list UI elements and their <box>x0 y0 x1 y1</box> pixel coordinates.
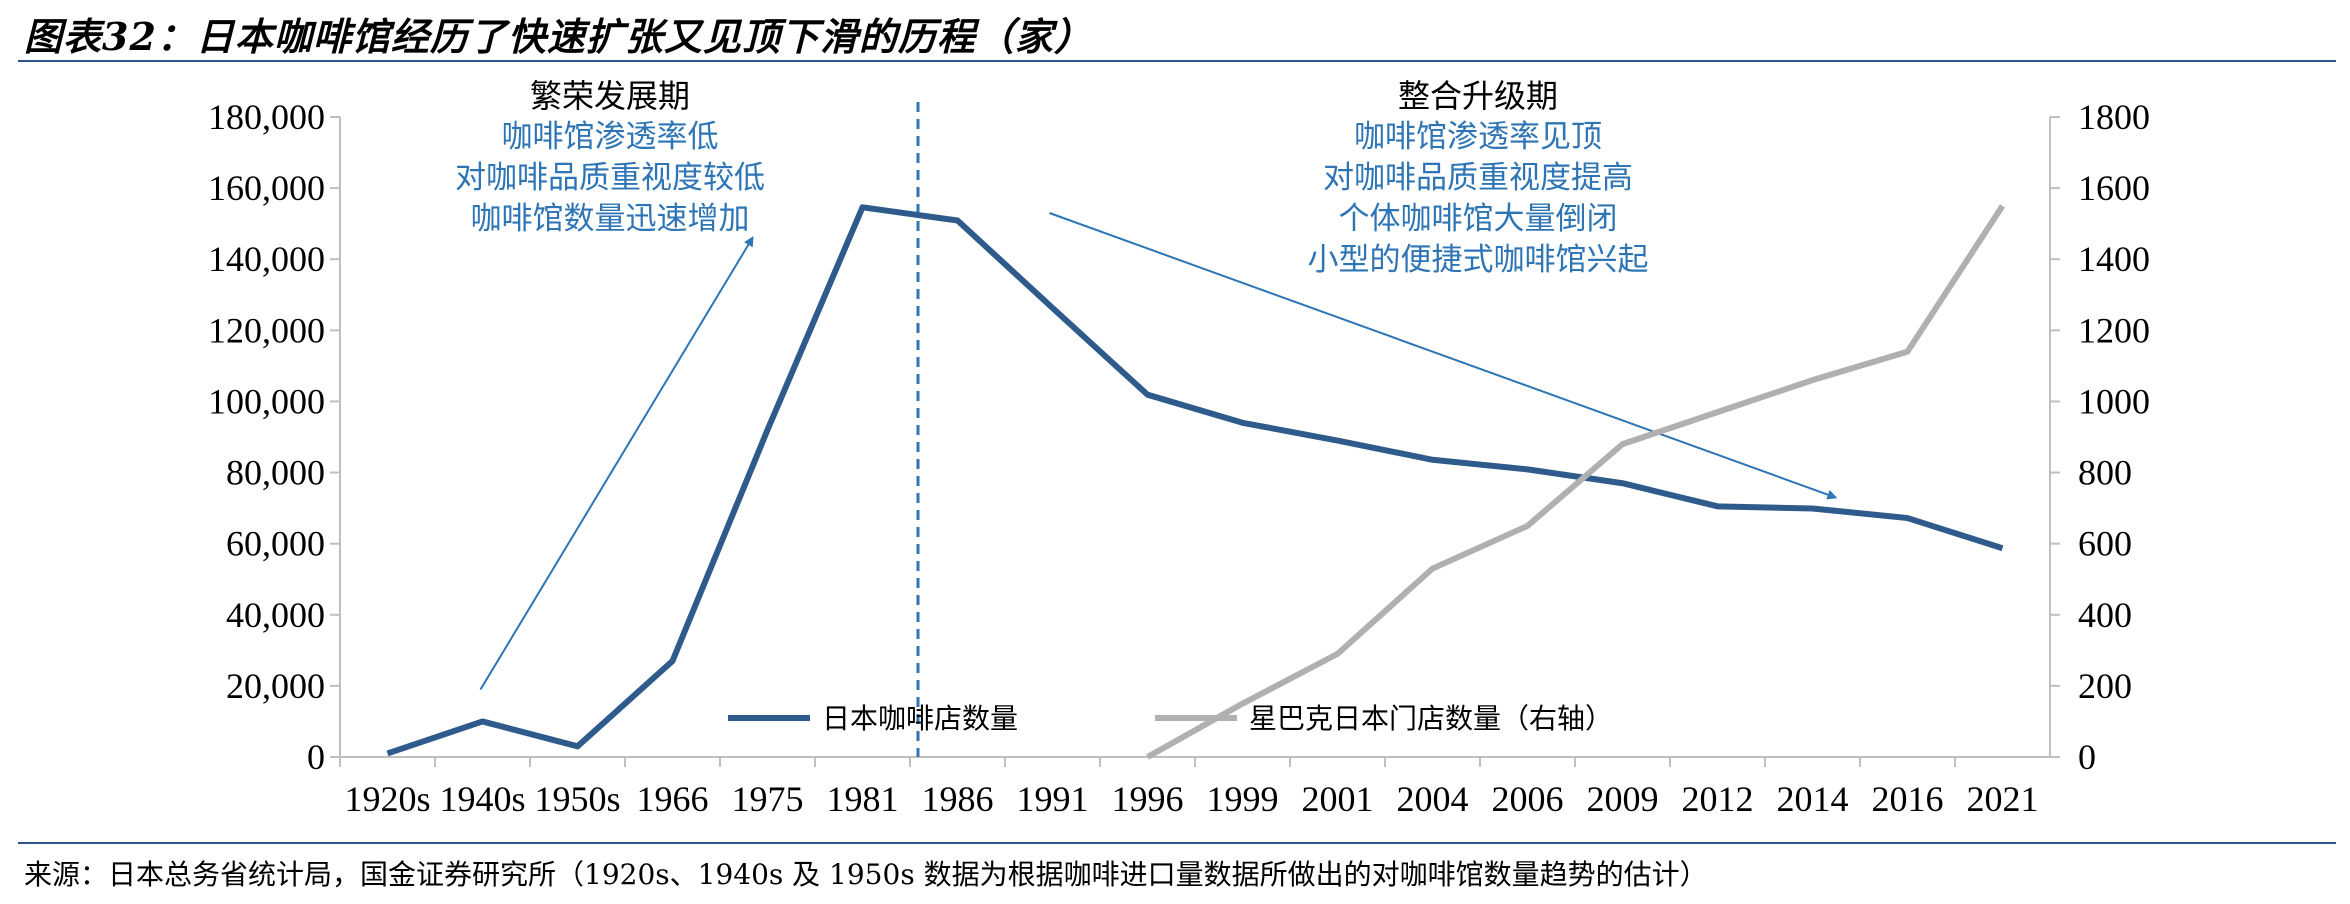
x-tick-label: 1940s <box>439 779 525 819</box>
phase2-line-1: 咖啡馆渗透率见顶 <box>1354 119 1602 155</box>
left-tick-label: 40,000 <box>226 595 325 635</box>
phase1-line-2: 对咖啡品质重视度较低 <box>455 160 765 196</box>
legend-label-starbucks: 星巴克日本门店数量（右轴） <box>1249 702 1613 735</box>
x-tick-label: 2004 <box>1397 779 1469 819</box>
right-tick-label: 1400 <box>2078 239 2150 279</box>
x-tick-label: 1986 <box>922 779 994 819</box>
x-tick-label: 1991 <box>1017 779 1089 819</box>
figure-title: 图表32：日本咖啡馆经历了快速扩张又见顶下滑的历程（家） <box>24 14 1093 59</box>
title-rule <box>18 60 2336 62</box>
x-tick-label: 2009 <box>1587 779 1659 819</box>
series-japan-cafes-line <box>386 204 2004 757</box>
series-layer <box>386 204 2006 760</box>
series-starbucks-japan-line <box>1146 204 2006 760</box>
trend-arrow-down <box>1049 212 1838 500</box>
x-axis-ticks: 1920s 1940s 1950s 1966 1975 1981 1986 1991 1996 1… <box>339 757 2039 819</box>
right-tick-label: 200 <box>2078 666 2132 706</box>
x-tick-label: 1981 <box>827 779 899 819</box>
x-tick-label: 2016 <box>1872 779 1944 819</box>
left-tick-label: 180,000 <box>208 97 325 137</box>
phase2-line-2: 对咖啡品质重视度提高 <box>1323 160 1633 196</box>
right-tick-label: 0 <box>2078 737 2096 777</box>
x-tick-label: 2006 <box>1492 779 1564 819</box>
x-tick-label: 2012 <box>1682 779 1754 819</box>
x-tick-label: 2014 <box>1777 779 1849 819</box>
phase2-line-4: 小型的便捷式咖啡馆兴起 <box>1308 242 1649 278</box>
phase2-annotation: 整合升级期 咖啡馆渗透率见顶 对咖啡品质重视度提高 个体咖啡馆大量倒闭 小型的便… <box>1308 77 1649 278</box>
right-tick-label: 1200 <box>2078 310 2150 350</box>
left-tick-label: 120,000 <box>208 310 325 350</box>
right-tick-label: 1000 <box>2078 381 2150 421</box>
left-tick-label: 100,000 <box>208 381 325 421</box>
left-tick-label: 20,000 <box>226 666 325 706</box>
left-tick-label: 80,000 <box>226 453 325 493</box>
left-tick-label: 60,000 <box>226 524 325 564</box>
source-rule <box>18 842 2336 844</box>
x-tick-label: 2021 <box>1967 779 2039 819</box>
phase1-line-3: 咖啡馆数量迅速增加 <box>471 201 750 237</box>
trend-arrow-up <box>479 236 754 690</box>
x-tick-label: 1975 <box>732 779 804 819</box>
right-tick-label: 400 <box>2078 595 2132 635</box>
source-note: 来源：日本总务省统计局，国金证券研究所（1920s、1940s 及 1950s … <box>24 858 1708 891</box>
right-tick-label: 800 <box>2078 453 2132 493</box>
x-tick-label: 2001 <box>1302 779 1374 819</box>
x-tick-label: 1999 <box>1207 779 1279 819</box>
right-tick-label: 1800 <box>2078 97 2150 137</box>
phase2-title: 整合升级期 <box>1398 77 1558 115</box>
x-tick-label: 1920s <box>344 779 430 819</box>
x-tick-label: 1950s <box>534 779 620 819</box>
x-tick-label: 1966 <box>637 779 709 819</box>
legend: 日本咖啡店数量 星巴克日本门店数量（右轴） <box>728 702 1613 735</box>
x-tick-label: 1996 <box>1112 779 1184 819</box>
left-axis-ticks: 0 20,000 40,000 60,000 80,000 100,000 120,000 1… <box>208 97 340 777</box>
phase2-line-3: 个体咖啡馆大量倒闭 <box>1339 201 1618 237</box>
left-tick-label: 0 <box>307 737 325 777</box>
right-tick-label: 1600 <box>2078 168 2150 208</box>
left-tick-label: 160,000 <box>208 168 325 208</box>
legend-label-japan: 日本咖啡店数量 <box>822 702 1018 735</box>
phase1-title: 繁荣发展期 <box>530 77 690 115</box>
left-tick-label: 140,000 <box>208 239 325 279</box>
right-tick-label: 600 <box>2078 524 2132 564</box>
right-axis-ticks: 0 200 400 600 800 1000 1200 1400 1600 1800 <box>2050 97 2150 777</box>
annotation-layer <box>479 102 1838 757</box>
phase1-annotation: 繁荣发展期 咖啡馆渗透率低 对咖啡品质重视度较低 咖啡馆数量迅速增加 <box>455 77 765 237</box>
phase1-line-1: 咖啡馆渗透率低 <box>502 119 719 155</box>
